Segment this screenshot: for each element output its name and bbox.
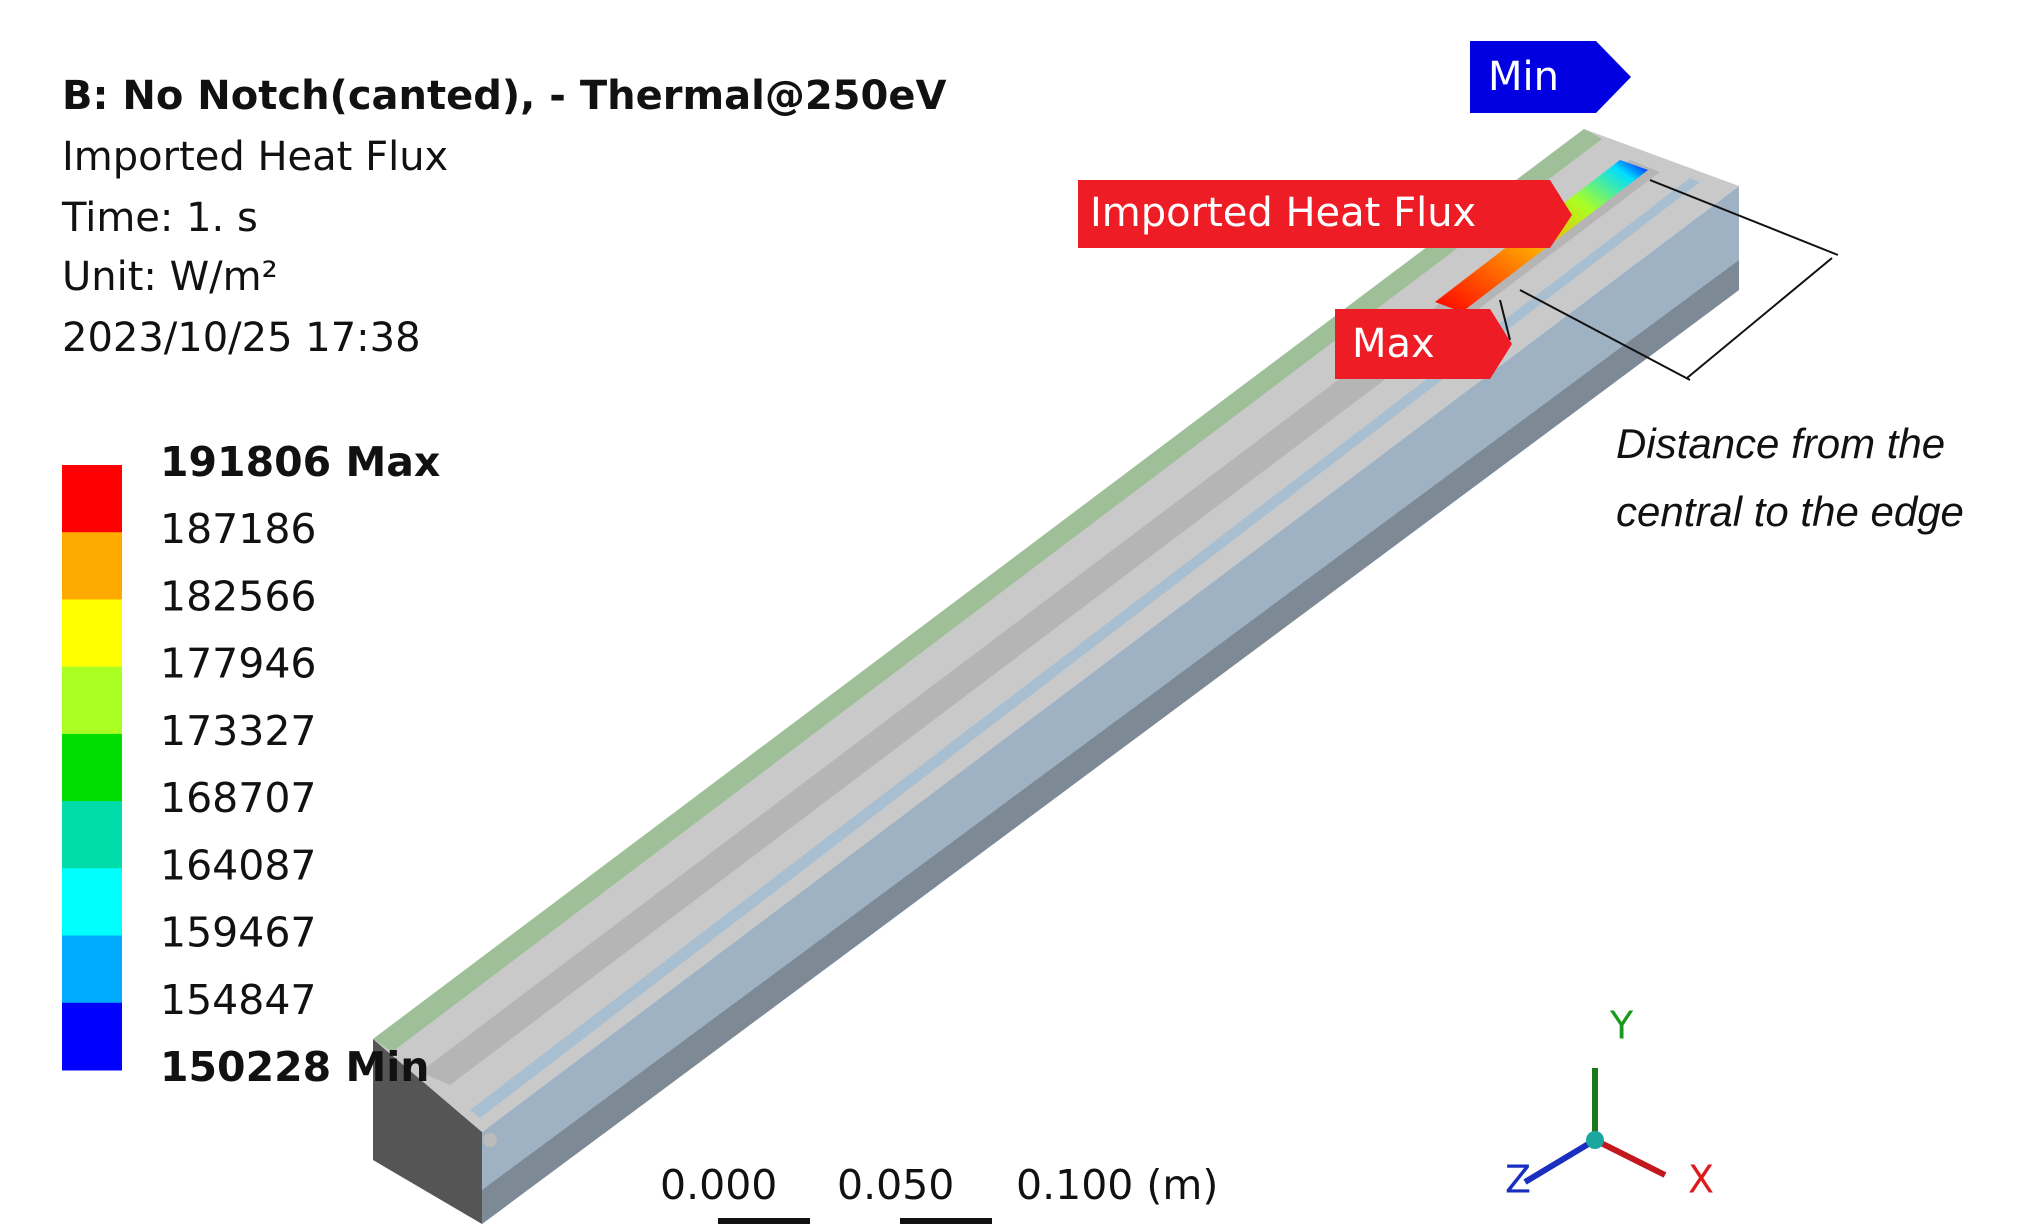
legend-label: 154847 <box>160 976 317 1024</box>
legend-label: 191806 Max <box>160 438 440 486</box>
legend-label: 177946 <box>160 640 317 688</box>
legend-band <box>62 868 122 936</box>
triad-x: X <box>1688 1158 1714 1202</box>
legend-band <box>62 801 122 869</box>
min-label: Min <box>1488 54 1559 100</box>
legend-band <box>62 532 122 600</box>
legend-label: 150228 Min <box>160 1043 429 1091</box>
triad-y: Y <box>1609 1004 1634 1048</box>
legend-band <box>62 936 122 1004</box>
annotation: Distance from the <box>1616 420 1945 467</box>
triad-z: Z <box>1505 1158 1531 1202</box>
beam-strip <box>470 178 1700 1118</box>
legend-label: 168707 <box>160 774 317 822</box>
result-label: Imported Heat Flux <box>1090 190 1476 236</box>
legend: 191806 Max 187186 182566 177946 173327 168707… <box>62 438 440 1091</box>
scale-label: 0.000 <box>660 1161 777 1209</box>
scale-bar <box>718 1218 810 1224</box>
beam-flange <box>482 260 1739 1224</box>
legend-band <box>62 599 122 667</box>
header-line: Imported Heat Flux <box>62 134 448 180</box>
legend-label: 182566 <box>160 572 317 620</box>
legend-label: 187186 <box>160 505 317 553</box>
legend-band <box>62 465 122 533</box>
scale-label: 0.100 (m) <box>1016 1161 1218 1209</box>
legend-label: 159467 <box>160 909 317 957</box>
viewport: B: No Notch(canted), - Thermal@250eV Imp… <box>0 0 2017 1224</box>
annotation: central to the edge <box>1616 488 1964 535</box>
max-label: Max <box>1352 321 1435 367</box>
scale-bar <box>900 1218 992 1224</box>
beam <box>373 129 1739 1224</box>
legend-band <box>62 1003 122 1071</box>
triad <box>1525 1068 1665 1182</box>
scale-label: 0.050 <box>837 1161 954 1209</box>
beam-edge <box>373 129 1602 1052</box>
hole <box>483 1133 497 1147</box>
legend-band <box>62 667 122 735</box>
header-line: 2023/10/25 17:38 <box>62 315 421 361</box>
header-line: Time: 1. s <box>61 195 258 241</box>
legend-band <box>62 734 122 802</box>
legend-label: 173327 <box>160 707 317 755</box>
header-line: Unit: W/m² <box>62 254 278 300</box>
title: B: No Notch(canted), - Thermal@250eV <box>62 73 946 119</box>
legend-label: 164087 <box>160 841 317 889</box>
